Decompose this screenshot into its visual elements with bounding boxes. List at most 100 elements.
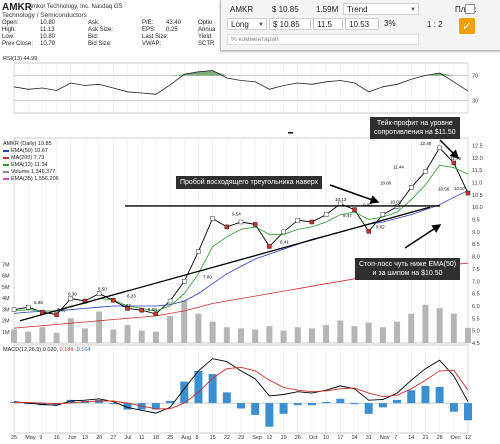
x-axis-label: 18 — [152, 435, 159, 441]
macd-macd-line — [13, 358, 469, 414]
candle-mark — [465, 190, 471, 196]
price-label: 10.57 — [454, 186, 466, 191]
x-axis-label: Sep — [252, 435, 262, 441]
price-axis-label: 11.0 — [472, 180, 482, 186]
quote-key: P/E: — [142, 20, 154, 26]
plan-checkbox[interactable] — [465, 4, 475, 14]
candle-mark — [139, 307, 144, 313]
strategy-select[interactable]: Trend ▼ — [343, 3, 419, 15]
candle-mark — [68, 296, 73, 301]
legend-item-label: EMA(35) 1,556,206 — [11, 176, 59, 182]
quote-key: Prev Close: — [2, 41, 34, 47]
x-axis-label: 15 — [209, 435, 216, 441]
volume-bar — [39, 327, 46, 343]
x-axis-label: 12 — [266, 435, 273, 441]
rising-trendline — [19, 206, 431, 322]
macd-histogram-bar — [208, 374, 217, 404]
exchange-label: Nasdaq GS — [91, 4, 123, 10]
x-axis-label: 29 — [238, 435, 245, 441]
quote-key: Ask: — [88, 20, 100, 26]
price-axis-label: 10.5 — [472, 193, 483, 199]
sector-label: Technology / Semiconductors — [2, 12, 87, 19]
strategy-value: Trend — [347, 5, 368, 14]
price-axis-label: 5.5 — [472, 316, 480, 322]
volume-axis-label: 4M — [2, 296, 10, 302]
macd-histogram-bar — [109, 403, 118, 405]
candle-mark — [11, 307, 17, 312]
price-panel: 5.95 5.65 6.30 6.50 6.23 5.83 5.68 7.00 9.54 8.41… — [2, 141, 483, 347]
candle-mark — [153, 311, 159, 317]
take-profit-callout: Тейк-профит на уровне сопротивления на $… — [370, 117, 460, 139]
price-label: 10.56 — [438, 186, 450, 191]
volume-axis-label: 2M — [2, 319, 10, 325]
x-axis-label: 7 — [394, 435, 398, 441]
volume-bar — [394, 321, 401, 343]
entry-price-input[interactable]: $ 10.85 — [269, 18, 311, 30]
x-axis-label: 20 — [96, 435, 103, 441]
price-axis-label: 6.5 — [472, 292, 480, 298]
price-label: 9.02 — [376, 224, 385, 229]
price-axis-label: 8.0 — [472, 255, 480, 261]
macd-label: MACD(12,26,9) 0.020, 0.184 -0.164 — [3, 347, 90, 353]
macd-histogram-bar — [293, 403, 302, 406]
volume-bar — [195, 313, 202, 343]
candle-mark — [182, 279, 187, 284]
volume-bar — [266, 326, 273, 343]
volume-bar — [96, 311, 103, 343]
volume-bar — [408, 313, 415, 343]
cursor-marker — [288, 132, 293, 134]
macd-panel — [10, 358, 472, 427]
quote-value: 10.80 — [40, 20, 56, 26]
comment-input[interactable]: % комментарий — [227, 34, 419, 45]
macd-histogram-bar — [307, 403, 316, 406]
legend-item-label: EMA(50) 10.67 — [11, 148, 48, 154]
x-axis-label: 12 — [465, 435, 472, 441]
price-axis-label: 9.0 — [472, 230, 480, 236]
volume-bar — [152, 331, 159, 343]
x-axis-label: 22 — [223, 435, 230, 441]
price-label: 5.95 — [34, 300, 43, 305]
candle-mark — [210, 216, 215, 221]
breakout-callout: Пробой восходящего треугольника наверх — [176, 176, 323, 189]
confirm-checkmark-icon[interactable]: ✓ — [459, 18, 475, 34]
chevron-down-icon: ▼ — [410, 7, 416, 13]
volume-bar — [351, 326, 358, 343]
volume-bar — [422, 304, 429, 343]
volume-bar — [11, 329, 17, 343]
legend-item-label: EMA(13) 11.34 — [11, 162, 48, 168]
macd-histogram-bar — [194, 370, 203, 404]
macd-histogram-bar — [279, 403, 288, 414]
macd-histogram-bar — [24, 403, 33, 405]
rsi-level-label: 30 — [472, 99, 478, 105]
candle-mark — [409, 185, 414, 190]
price-label: 5.65 — [57, 308, 66, 313]
macd-value-1: 0.184 — [59, 347, 74, 353]
quote-value: 10.79 — [40, 41, 56, 47]
macd-histogram-bar — [364, 403, 373, 414]
price-axis-label: 6.0 — [472, 304, 480, 310]
stop-input[interactable]: 10.53 — [345, 18, 379, 30]
quote-value: 10.80 — [40, 34, 56, 40]
target-input[interactable]: 11.5 — [313, 18, 343, 30]
company-label: Amkor Technology, Inc. — [28, 4, 90, 10]
quote-key: SCTR — [198, 41, 215, 47]
breakout-text: Пробой восходящего треугольника наверх — [180, 179, 319, 186]
x-axis-label: 26 — [294, 435, 301, 441]
direction-select[interactable]: Long ▼ — [227, 18, 267, 30]
price-label: 5.68 — [148, 307, 157, 312]
volume-axis-label: 6M — [2, 274, 10, 280]
quote-key: Bid: — [88, 34, 99, 40]
price-axis-label: 9.5 — [472, 218, 480, 224]
macd-signal-line — [14, 366, 469, 410]
price-label: 9.90 — [363, 203, 372, 208]
legend-title: AMKR (Daily) 10.85 — [3, 141, 52, 147]
volume-bar — [465, 327, 471, 343]
company-name: Amkor Technology, Inc. Nasdaq GS — [28, 4, 123, 10]
rsi-panel: 70 30 — [13, 70, 478, 105]
plan-ticker: AMKR — [230, 5, 254, 14]
volume-bar — [209, 321, 216, 343]
candle-mark — [281, 229, 286, 235]
candle-mark — [380, 212, 386, 217]
candle-mark — [196, 249, 201, 254]
macd-histogram-bar — [166, 400, 175, 404]
